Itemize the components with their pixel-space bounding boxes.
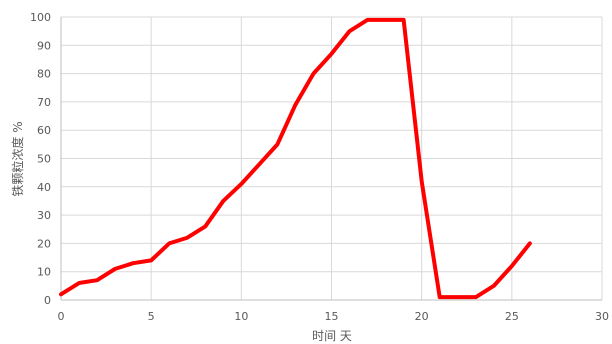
x-tick-label: 25 — [505, 310, 519, 323]
y-tick-label: 60 — [37, 124, 51, 137]
x-tick-label: 0 — [58, 310, 65, 323]
x-tick-label: 5 — [148, 310, 155, 323]
y-tick-label: 30 — [37, 209, 51, 222]
series-line — [59, 17, 532, 300]
grid — [61, 16, 603, 300]
axes — [60, 17, 602, 301]
series — [59, 17, 532, 300]
y-tick-label: 90 — [37, 39, 51, 52]
y-axis-title: 铁颗粒浓度 % — [10, 121, 25, 196]
y-tick-label: 50 — [37, 153, 51, 166]
y-tick-label: 100 — [30, 11, 51, 24]
x-tick-label: 30 — [595, 310, 609, 323]
x-tick-label: 20 — [415, 310, 429, 323]
y-tick-label: 40 — [37, 181, 51, 194]
y-tick-label: 20 — [37, 237, 51, 250]
y-tick-label: 80 — [37, 68, 51, 81]
x-tick-label: 10 — [234, 310, 248, 323]
x-tick-label: 15 — [325, 310, 339, 323]
x-axis-title: 时间 天 — [312, 329, 352, 343]
y-tick-label: 10 — [37, 266, 51, 279]
tick-labels: 0 10 20 30 40 50 60 70 80 90 100 0 5 10 15 20 25 30 — [30, 11, 609, 323]
y-tick-label: 0 — [44, 294, 51, 307]
y-tick-label: 70 — [37, 96, 51, 109]
